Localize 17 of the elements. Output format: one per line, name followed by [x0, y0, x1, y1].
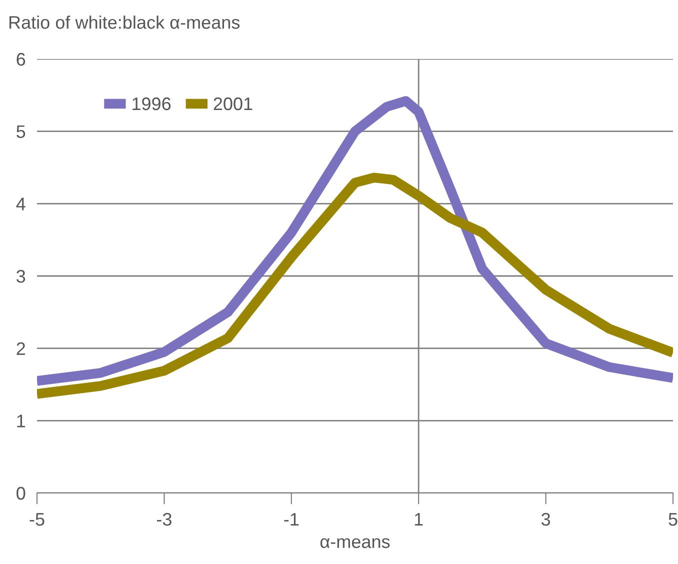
x-tick-label: -5	[30, 513, 44, 526]
y-tick-label: 0	[16, 486, 26, 500]
x-axis-title: α-means	[320, 538, 390, 548]
x-tick-label: 1	[414, 513, 423, 526]
y-tick-label: 5	[16, 125, 26, 138]
y-tick-label: 4	[16, 198, 26, 210]
legend-label: 1996	[132, 97, 171, 110]
y-tick-label: 2	[16, 342, 25, 355]
y-tick-label: 1	[17, 414, 26, 428]
y-tick-label: 6	[16, 52, 26, 66]
y-tick-label: 3	[16, 270, 26, 283]
x-tick-label: -1	[284, 513, 299, 526]
legend-label: 2001	[214, 97, 252, 110]
y-axis-title: Ratio of white:black α-means	[9, 16, 240, 29]
x-tick-label: -3	[156, 512, 172, 526]
x-tick-label: 5	[668, 513, 678, 526]
x-tick-label: 3	[541, 512, 550, 526]
